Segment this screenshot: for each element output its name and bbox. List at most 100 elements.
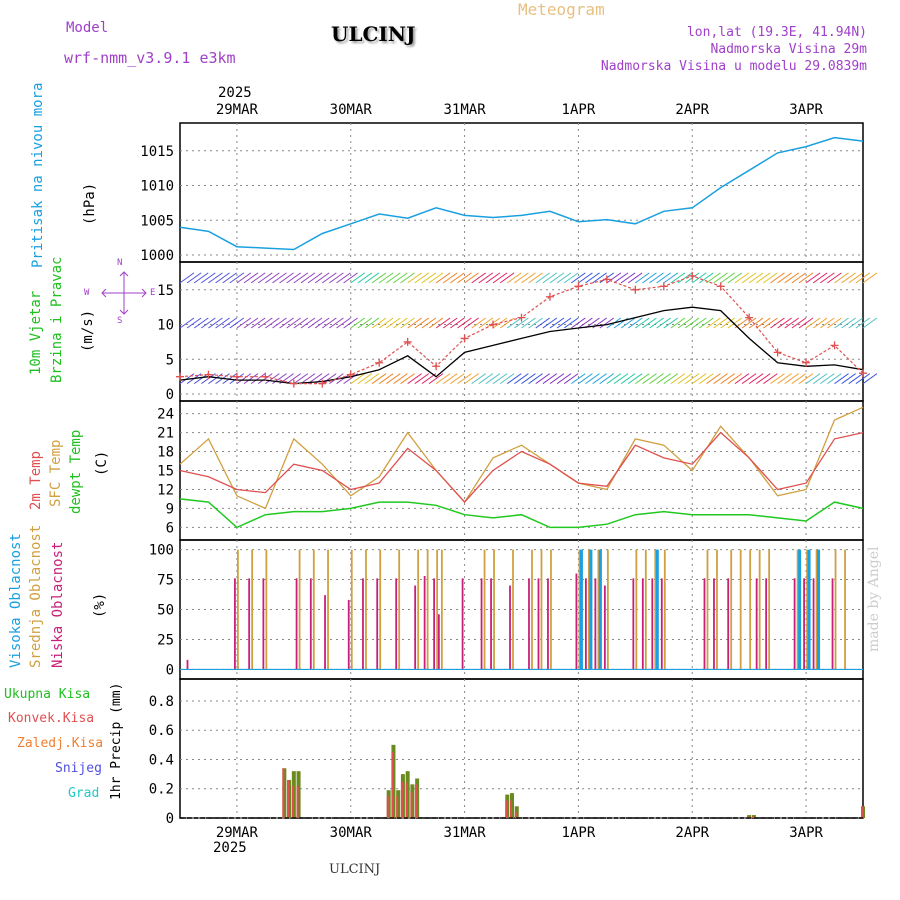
wind-barb [706,272,721,284]
wind-barb [563,373,579,385]
wind-barb [741,272,757,284]
wind-barb [798,317,814,329]
wind-barb [471,317,486,329]
wind-gust-marker [289,379,298,388]
wind-barb [257,317,273,329]
wind-barb [599,317,615,329]
wind-ytick-label: 15 [157,283,174,299]
wind-gust-marker [261,372,270,381]
wind-barb [613,272,629,284]
wind-barb [414,373,430,385]
wind-barb [691,317,707,329]
wind-barb [755,317,771,329]
wind-barb [201,373,216,385]
wind-barb [428,373,444,385]
wind-barb [336,317,351,329]
wind-barb [371,317,387,329]
wind-barb [393,373,408,385]
wind-barb [862,272,878,284]
wind-barb [485,373,501,385]
wind-barb [777,373,792,385]
wind-barb [620,272,636,284]
wind-barb [620,317,636,329]
wind-barb [286,317,302,329]
wind-barb [663,272,679,284]
wind-barb [499,373,515,385]
wind-barb [734,272,750,284]
cloud-ytick-label: 75 [157,573,174,589]
wind-barb [784,373,800,385]
wind-barb [179,272,195,284]
wind-barb [286,373,302,385]
precip-conv-bar [386,796,389,818]
pressure-line [179,136,864,251]
wind-barb [521,317,536,329]
wind-barb [677,272,693,284]
wind-barb [805,272,821,284]
wind-barb [250,272,266,284]
sfc-temp-line [179,406,864,510]
wind-barb [450,373,465,385]
wind-barb [677,317,693,329]
wind-barb [407,373,422,385]
wind-ytick-label: 10 [157,318,174,334]
wind-barb [684,317,700,329]
wind-barb [343,317,358,329]
wind-barb [521,373,536,385]
wind-gust-marker [375,358,384,367]
wind-barb [791,272,807,284]
pressure-ytick-label: 1010 [140,179,174,195]
wind-barb [428,272,444,284]
wind-barb [471,272,486,284]
wind-barb [777,272,792,284]
station-title: ULCINJ [331,22,416,46]
wind-barb [300,317,316,329]
compass-w: W [84,288,90,298]
wind-barb [627,373,643,385]
wind-barb [314,317,330,329]
wind-barb [521,272,536,284]
wind-gust-marker [659,282,668,291]
wind-barb [834,272,849,284]
wind-barb [386,317,401,329]
wind-barb [841,272,856,284]
wind-barb [649,373,664,385]
wind-barb [827,272,842,284]
precip-conv-bar [282,768,285,818]
wind-barb [435,317,451,329]
wind-barb [542,317,558,329]
wind-barb [464,373,479,385]
wind-barb [236,317,252,329]
wind-barb [350,317,366,329]
temp-2m-line [179,431,864,504]
wind-barb [378,272,394,284]
wind-barb [457,317,472,329]
wind-barb [329,272,344,284]
wind-barb [656,317,671,329]
wind-barb [578,317,593,329]
wind-barb [528,272,543,284]
wind-barb [442,373,458,385]
wind-barb [827,317,842,329]
wind-barb [428,317,444,329]
precip-conv-bar [296,785,299,818]
wind-barb [706,373,721,385]
wind-gust-marker [318,379,327,388]
wind-barb [357,317,373,329]
wind-gust-marker [716,282,725,291]
wind-barb [549,272,565,284]
wind-barb [834,373,849,385]
pressure-frame [179,122,864,263]
wind-barb [286,272,302,284]
wind-barb [350,272,366,284]
wind-barb [713,373,728,385]
wind-barb [407,317,422,329]
wind-barb [549,317,565,329]
temp-ytick-label: 9 [166,501,174,517]
wind-barb [620,373,636,385]
pressure-ytick-label: 1015 [140,144,174,160]
wind-barb [670,317,686,329]
wind-barb [492,272,508,284]
precip-conv-bar [505,800,508,818]
